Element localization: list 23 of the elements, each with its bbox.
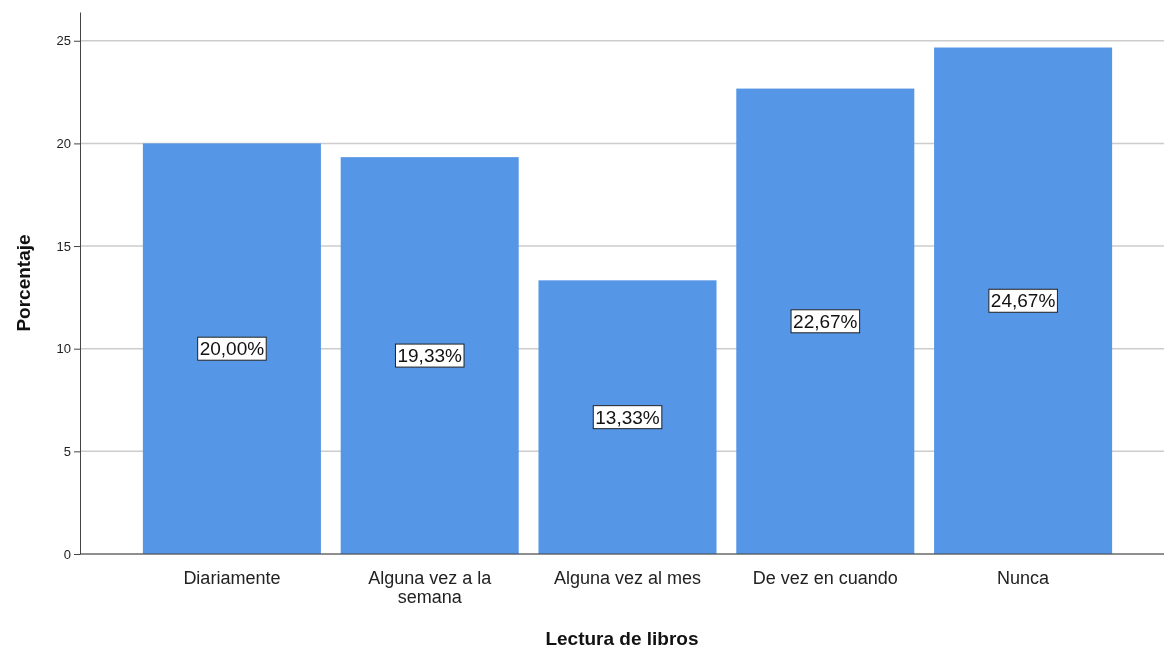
- data-label: 19,33%: [397, 345, 463, 367]
- y-axis-title: Porcentaje: [13, 234, 34, 332]
- x-tick-label: De vez en cuando: [752, 568, 898, 588]
- bar: [538, 280, 717, 554]
- x-axis-title: Lectura de libros: [545, 628, 699, 649]
- data-label: 20,00%: [199, 338, 265, 360]
- x-tick-label: Nunca: [997, 568, 1051, 588]
- bar: [142, 143, 321, 554]
- y-tick-label: 0: [63, 546, 71, 562]
- y-tick-label: 15: [56, 238, 71, 254]
- data-label: 22,67%: [793, 310, 858, 332]
- y-tick-label: 25: [56, 33, 71, 49]
- y-tick-label: 5: [63, 444, 71, 460]
- bar: [736, 88, 915, 554]
- x-tick-label: Diariamente: [183, 568, 281, 588]
- x-tick-label: Alguna vez a la semana: [368, 568, 493, 607]
- y-tick-label: 20: [56, 136, 71, 152]
- x-tick-label: Alguna vez al mes: [553, 568, 702, 588]
- bar: [340, 157, 519, 554]
- data-label: 13,33%: [595, 406, 660, 428]
- data-label: 24,67%: [990, 290, 1056, 312]
- y-tick-label: 10: [56, 341, 71, 357]
- bar: [934, 47, 1113, 554]
